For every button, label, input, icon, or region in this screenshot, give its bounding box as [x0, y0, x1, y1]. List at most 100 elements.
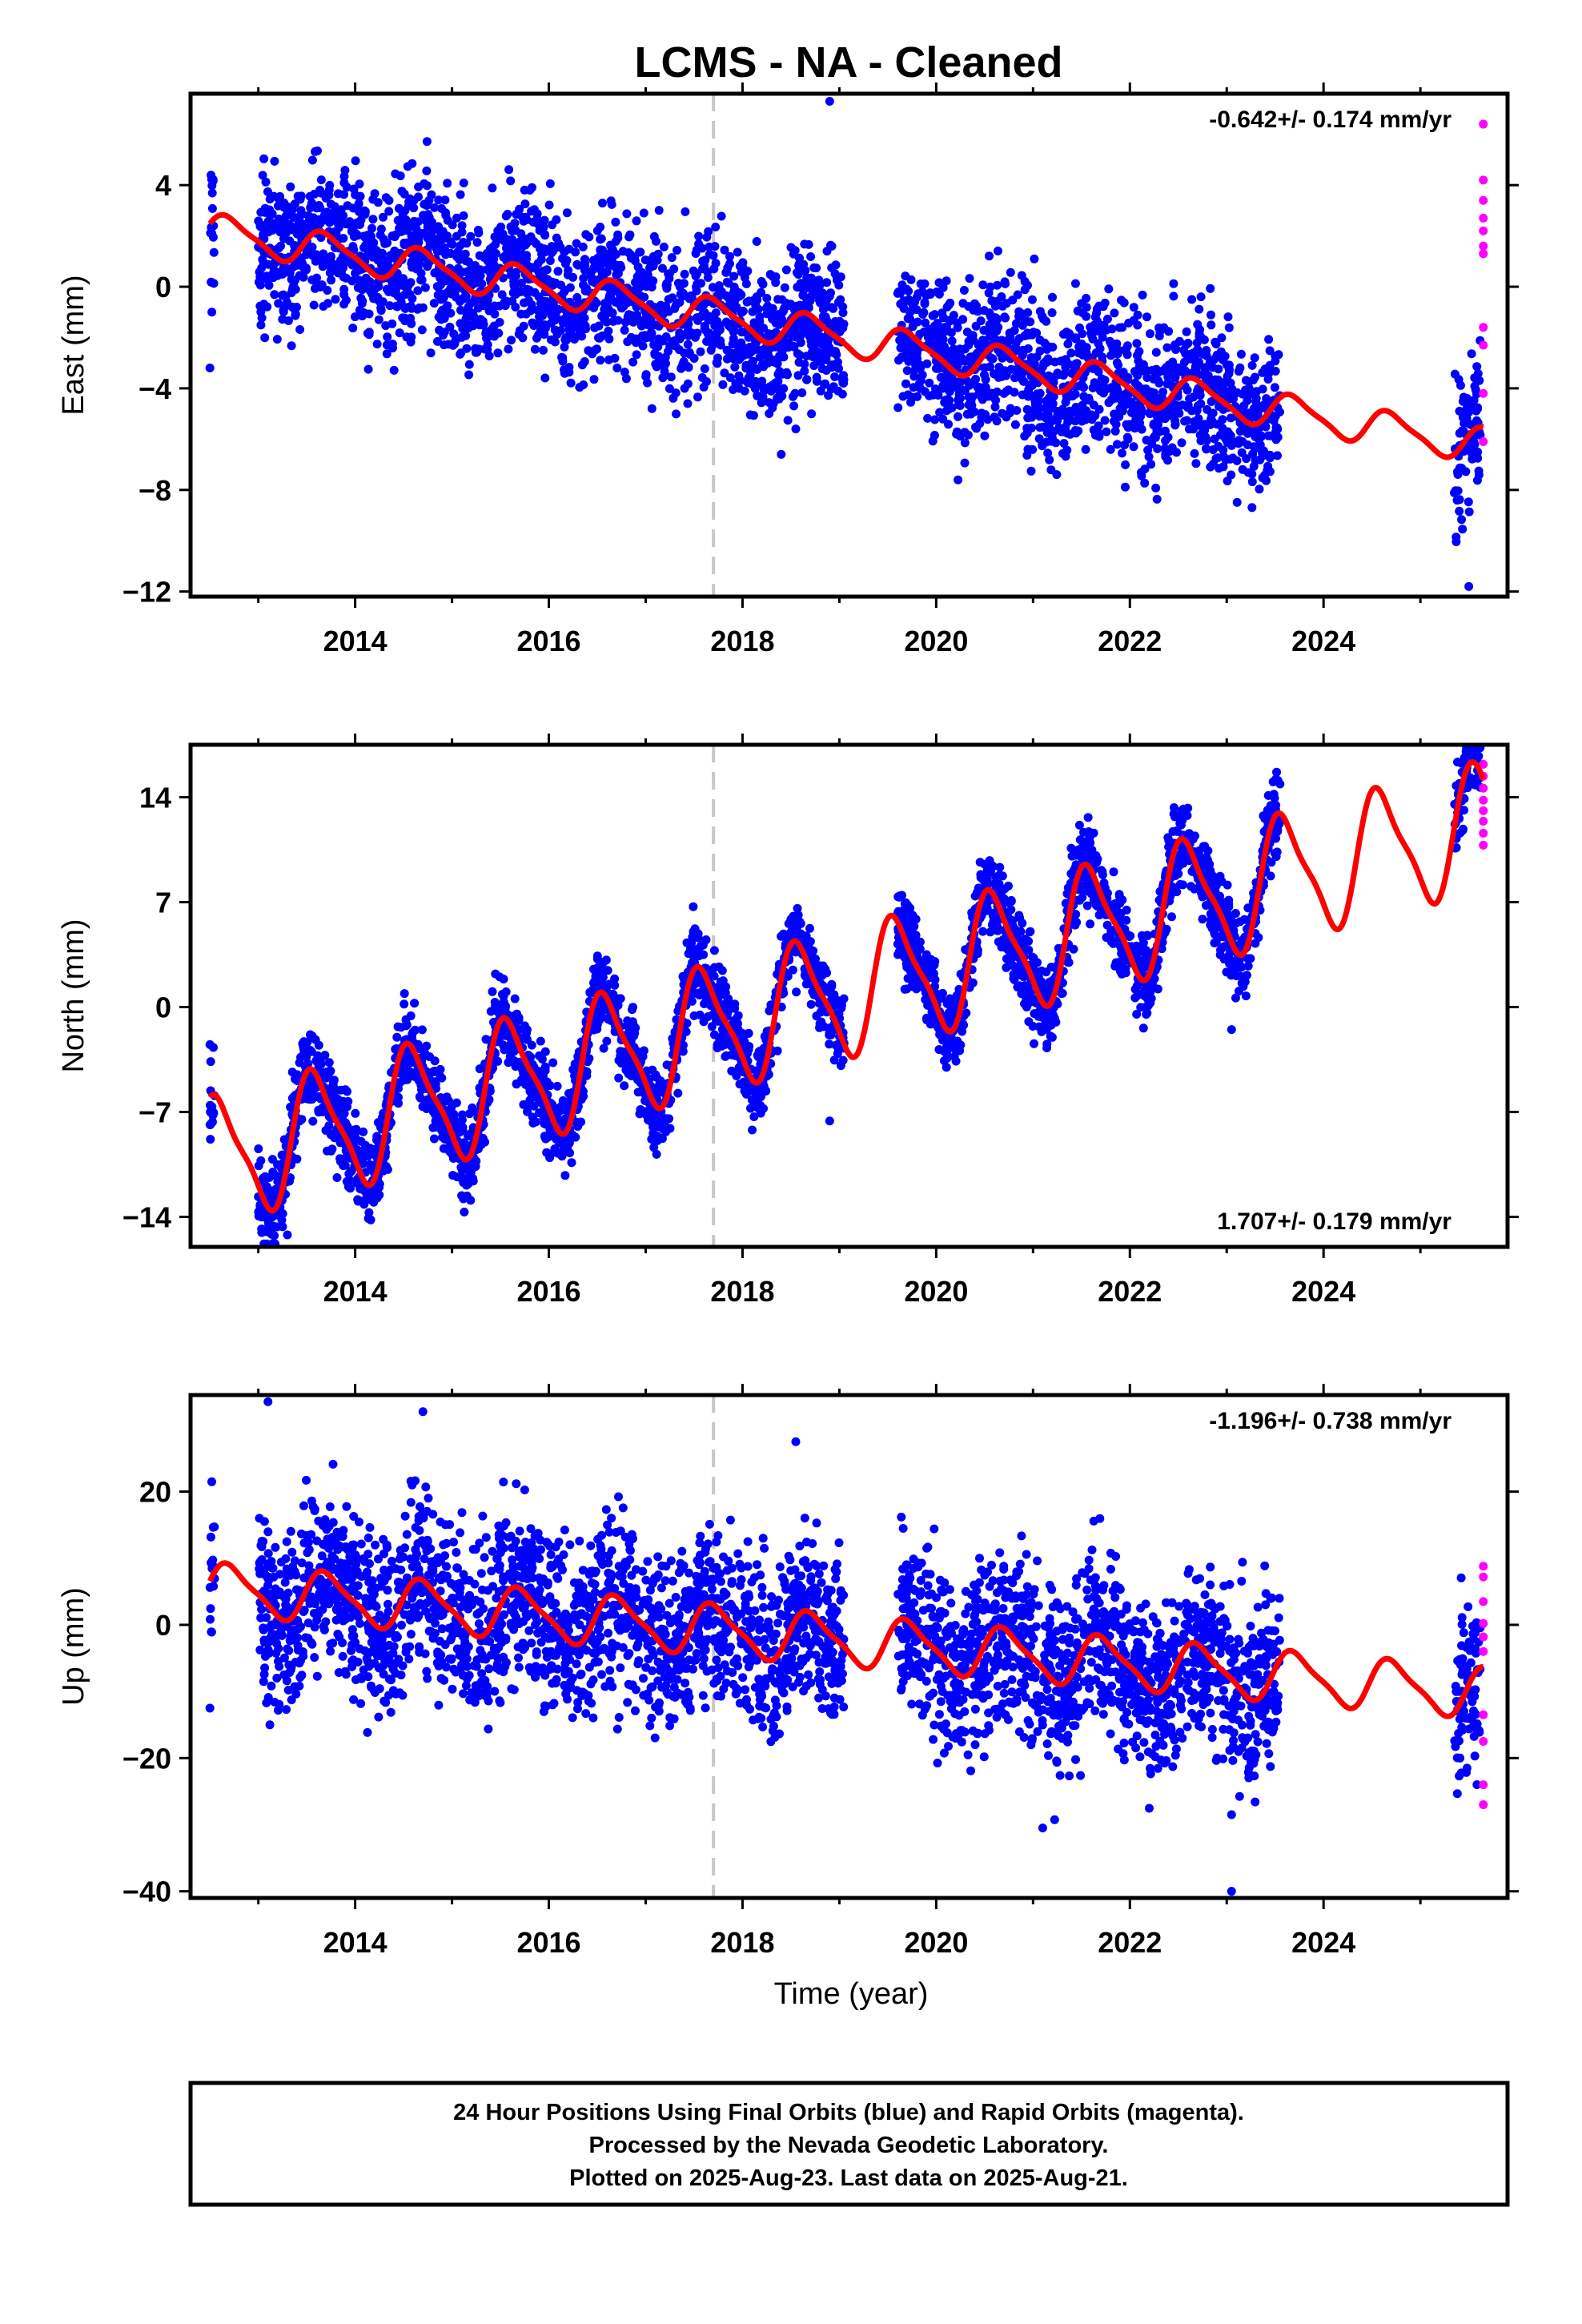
north-final-point	[746, 1104, 755, 1113]
east-final-point	[661, 359, 670, 368]
east-final-point	[1171, 363, 1181, 372]
east-final-point	[1228, 453, 1238, 463]
east-final-point	[376, 306, 386, 316]
east-final-point	[552, 233, 561, 243]
east-final-point	[669, 393, 678, 403]
east-final-point	[372, 340, 382, 349]
east-final-point	[580, 357, 589, 366]
east-final-point	[734, 355, 744, 364]
east-final-point	[393, 292, 403, 301]
east-final-point	[680, 269, 689, 279]
east-final-point	[438, 331, 448, 340]
east-final-point	[1199, 427, 1207, 436]
east-final-point	[257, 313, 267, 323]
east-final-point	[339, 178, 349, 187]
east-final-point	[285, 224, 295, 234]
east-final-point	[807, 409, 817, 419]
east-final-point	[349, 232, 359, 241]
east-final-point	[1133, 310, 1142, 320]
east-final-point	[696, 347, 705, 356]
east-final-point	[1150, 432, 1159, 442]
north-final-point	[552, 1081, 562, 1091]
east-final-point	[1077, 299, 1086, 308]
east-final-point	[654, 334, 664, 344]
east-ytick-label: 4	[155, 169, 171, 202]
east-final-point	[1066, 348, 1076, 358]
east-final-point	[443, 179, 452, 188]
east-final-point	[946, 298, 955, 308]
east-final-point	[611, 217, 620, 227]
east-final-point	[796, 316, 805, 325]
east-final-point	[622, 209, 632, 219]
north-final-point	[468, 1176, 478, 1186]
east-final-point	[1152, 424, 1162, 434]
east-final-point	[476, 266, 485, 275]
east-final-point	[704, 316, 713, 325]
east-final-point	[273, 201, 283, 211]
east-final-point	[598, 199, 607, 208]
east-final-point	[621, 374, 631, 384]
east-final-point	[1018, 349, 1028, 359]
east-final-point	[1020, 285, 1030, 295]
east-final-point	[440, 340, 449, 350]
east-final-point	[1234, 367, 1243, 376]
east-final-point	[592, 226, 602, 235]
east-final-point	[1258, 368, 1267, 377]
east-final-point	[697, 312, 706, 321]
east-final-point	[1121, 460, 1130, 469]
east-final-point	[564, 244, 574, 254]
east-final-point	[1474, 466, 1484, 476]
east-final-point	[978, 395, 987, 404]
east-final-point	[613, 298, 623, 308]
east-final-point	[830, 372, 840, 381]
east-final-point	[588, 349, 597, 359]
east-final-point	[1195, 304, 1204, 314]
east-final-point	[323, 286, 332, 295]
east-final-point	[733, 247, 742, 257]
east-final-point	[741, 279, 751, 288]
east-final-point	[934, 278, 944, 287]
east-final-point	[956, 387, 966, 396]
east-final-point	[567, 312, 576, 321]
east-final-point	[632, 350, 641, 360]
north-final-point	[272, 1222, 282, 1232]
east-final-point	[697, 243, 707, 253]
east-final-point	[656, 300, 665, 310]
east-final-point	[960, 344, 970, 354]
north-final-point	[256, 1156, 266, 1165]
east-final-point	[1104, 398, 1114, 408]
east-final-point	[1070, 416, 1080, 426]
east-final-point	[417, 325, 427, 335]
east-final-point	[323, 299, 332, 308]
east-final-point	[1467, 349, 1476, 359]
east-final-point	[1079, 408, 1089, 417]
east-final-point	[456, 349, 465, 359]
east-rapid-point	[1479, 241, 1488, 251]
east-final-point	[408, 159, 417, 168]
east-final-point	[460, 292, 469, 302]
east-final-point	[1242, 454, 1251, 464]
east-final-point	[434, 195, 444, 205]
east-final-point	[402, 284, 412, 294]
east-rapid-point	[1479, 340, 1488, 350]
east-final-point	[1249, 404, 1259, 413]
east-final-point	[1232, 497, 1242, 507]
east-final-point	[285, 268, 295, 277]
east-final-point	[1246, 411, 1255, 420]
east-final-point	[794, 259, 804, 269]
east-final-point	[898, 392, 908, 401]
east-final-point	[263, 187, 272, 196]
north-final-point	[488, 987, 497, 996]
east-final-point	[607, 199, 616, 209]
east-final-point	[1061, 422, 1070, 432]
east-final-point	[518, 255, 527, 265]
east-final-point	[628, 317, 638, 327]
east-final-point	[1170, 416, 1180, 425]
east-final-point	[661, 352, 670, 362]
east-final-point	[1074, 342, 1084, 352]
north-final-point	[457, 1110, 467, 1120]
east-final-point	[299, 226, 309, 235]
east-final-point	[771, 378, 781, 388]
east-final-point	[675, 328, 685, 338]
east-final-point	[536, 244, 544, 254]
